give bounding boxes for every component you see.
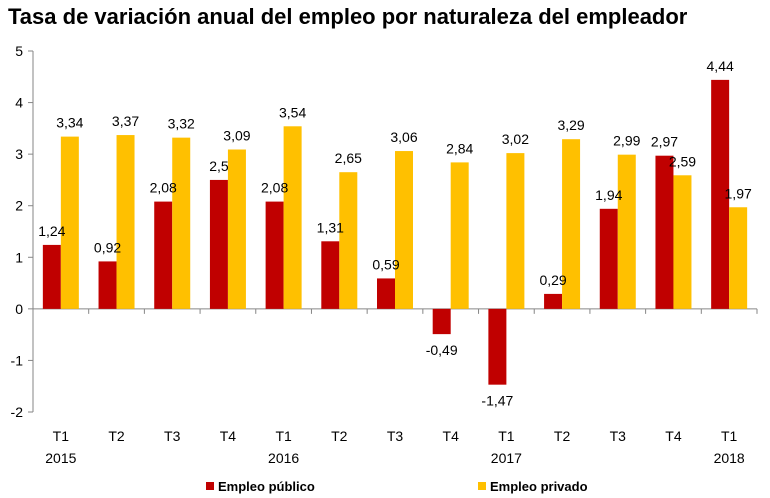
y-tick-label: 0	[15, 301, 23, 317]
data-label: 2,99	[613, 133, 640, 149]
bar-empleo-publico	[321, 241, 339, 309]
bars	[43, 80, 747, 385]
data-label: 1,31	[317, 219, 344, 235]
data-label: -0,49	[426, 342, 458, 358]
y-tick-label: 4	[15, 95, 23, 111]
data-label: 2,5	[209, 158, 229, 174]
legend-swatch	[206, 482, 214, 490]
bar-empleo-privado	[673, 175, 691, 309]
data-label: 3,32	[168, 116, 195, 132]
x-tick-label: T4	[443, 428, 460, 444]
x-tick-label: T1	[498, 428, 515, 444]
bar-empleo-publico	[600, 209, 618, 309]
bar-empleo-privado	[172, 138, 190, 309]
bar-empleo-publico	[544, 294, 562, 309]
data-label: 2,08	[150, 180, 177, 196]
x-tick-label: T2	[554, 428, 571, 444]
bar-empleo-publico	[99, 261, 117, 308]
data-label: 3,29	[557, 117, 584, 133]
data-label: 3,34	[56, 115, 83, 131]
data-label: 3,06	[390, 129, 417, 145]
bar-empleo-publico	[154, 202, 172, 309]
x-tick-label: T4	[220, 428, 237, 444]
x-tick-label: T3	[387, 428, 404, 444]
y-tick-label: -2	[11, 404, 24, 420]
x-year-label: 2018	[714, 450, 745, 466]
x-tick-label: T3	[610, 428, 627, 444]
bar-empleo-privado	[395, 151, 413, 309]
y-tick-label: 2	[15, 198, 23, 214]
data-label: 2,08	[261, 180, 288, 196]
x-tick-label: T1	[275, 428, 292, 444]
bar-empleo-privado	[284, 126, 302, 309]
legend-label: Empleo público	[218, 479, 315, 494]
bar-chart: -2 -1 0 1 2 3 4 5 T1 2015 T2 T3 T4 T1 2016 T2 T3 T4 T1 2017…	[0, 0, 770, 498]
bar-empleo-privado	[618, 155, 636, 309]
legend-label: Empleo privado	[490, 479, 588, 494]
data-label: 1,94	[595, 187, 622, 203]
x-tick-label: T4	[665, 428, 682, 444]
data-label: 4,44	[707, 58, 734, 74]
y-tick-label: 3	[15, 146, 23, 162]
data-label: 0,92	[94, 239, 121, 255]
bar-empleo-privado	[451, 162, 469, 308]
data-label: 2,97	[651, 134, 678, 150]
data-label: 3,02	[502, 131, 529, 147]
bar-empleo-privado	[228, 150, 246, 309]
x-tick-label: T1	[53, 428, 70, 444]
data-label: 2,84	[446, 140, 473, 156]
data-label: 3,54	[279, 104, 306, 120]
data-label: -1,47	[481, 393, 513, 409]
y-tick-label: -1	[11, 352, 24, 368]
data-label: 1,97	[725, 185, 752, 201]
data-label: 0,29	[539, 272, 566, 288]
y-tick-label: 5	[15, 43, 23, 59]
bar-empleo-publico	[266, 202, 284, 309]
data-label: 0,59	[372, 256, 399, 272]
y-tick-label: 1	[15, 249, 23, 265]
bar-empleo-privado	[729, 207, 747, 309]
bar-empleo-privado	[339, 172, 357, 309]
data-label: 2,59	[669, 153, 696, 169]
x-tick-label: T2	[331, 428, 348, 444]
data-label: 3,09	[223, 128, 250, 144]
x-tick-label: T1	[721, 428, 738, 444]
bar-empleo-publico	[377, 278, 395, 308]
bar-empleo-publico	[210, 180, 228, 309]
bar-empleo-publico	[488, 309, 506, 385]
bar-empleo-privado	[506, 153, 524, 309]
data-label: 3,37	[112, 113, 139, 129]
legend-swatch	[478, 482, 486, 490]
data-label: 1,24	[38, 223, 65, 239]
bar-empleo-publico	[43, 245, 61, 309]
x-year-label: 2017	[491, 450, 522, 466]
x-year-label: 2016	[268, 450, 299, 466]
x-tick-label: T2	[108, 428, 125, 444]
bar-empleo-privado	[117, 135, 135, 309]
data-label: 2,65	[335, 150, 362, 166]
bar-empleo-publico	[433, 309, 451, 334]
x-year-label: 2015	[45, 450, 76, 466]
bar-empleo-publico	[655, 156, 673, 309]
x-tick-label: T3	[164, 428, 181, 444]
legend: Empleo público Empleo privado	[206, 479, 588, 494]
